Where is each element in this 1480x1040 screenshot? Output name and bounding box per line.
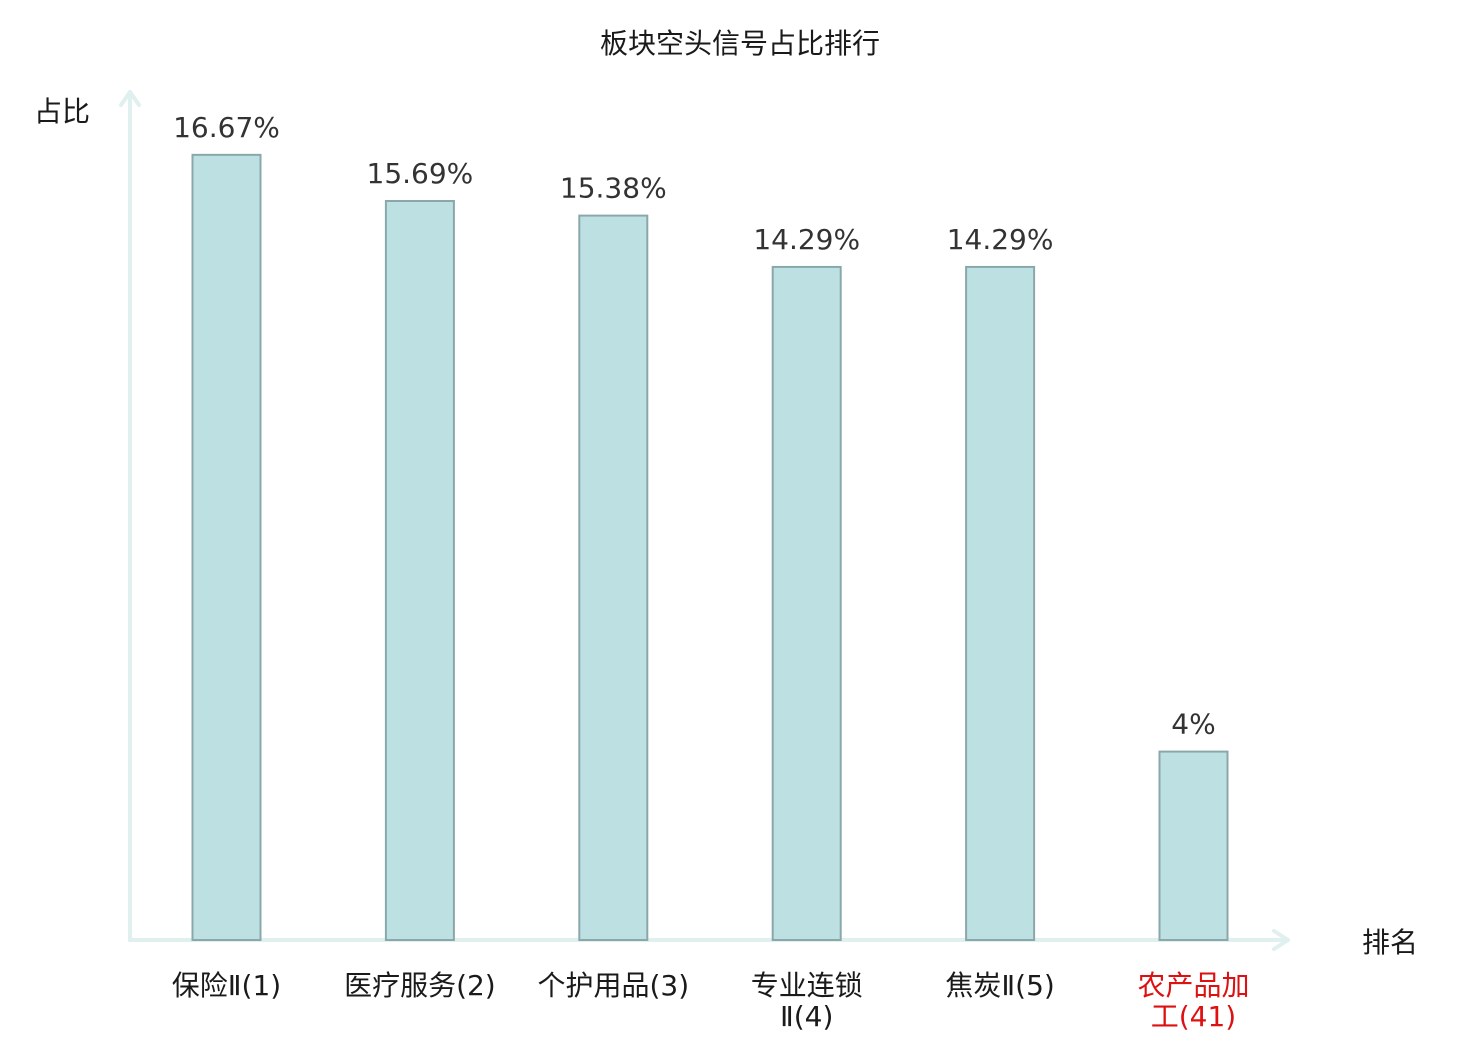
chart-title: 板块空头信号占比排行	[600, 27, 880, 60]
bars	[191, 153, 1229, 942]
x-tick-label: 专业连锁	[751, 969, 863, 1002]
x-axis-arrow	[1272, 929, 1290, 951]
y-axis-label: 占比	[34, 95, 90, 128]
bar	[771, 265, 842, 942]
axes	[119, 90, 1290, 951]
data-label: 15.38%	[560, 172, 667, 205]
y-axis-arrow	[119, 90, 141, 107]
x-axis-label: 排名	[1362, 926, 1418, 959]
x-tick-label: Ⅱ(4)	[780, 1000, 833, 1033]
x-tick-label: 工(41)	[1151, 1000, 1236, 1033]
bar	[191, 153, 262, 941]
bar	[1158, 750, 1229, 941]
x-tick-label: 焦炭Ⅱ(5)	[945, 969, 1054, 1002]
x-tick-label: 个护用品(3)	[537, 969, 689, 1002]
x-tick-label: 保险Ⅱ(1)	[172, 969, 281, 1002]
value-labels: 16.67% 15.69% 15.38% 14.29% 14.29% 4%	[173, 111, 1216, 741]
bar	[965, 265, 1036, 942]
bar	[384, 200, 455, 942]
data-label: 15.69%	[367, 157, 474, 190]
bar	[578, 214, 649, 942]
data-label: 4%	[1171, 708, 1215, 741]
data-label: 16.67%	[173, 111, 280, 144]
x-tick-label: 医疗服务(2)	[344, 969, 496, 1002]
data-label: 14.29%	[947, 223, 1054, 256]
data-label: 14.29%	[753, 223, 860, 256]
x-tick-label: 农产品加	[1137, 969, 1249, 1002]
